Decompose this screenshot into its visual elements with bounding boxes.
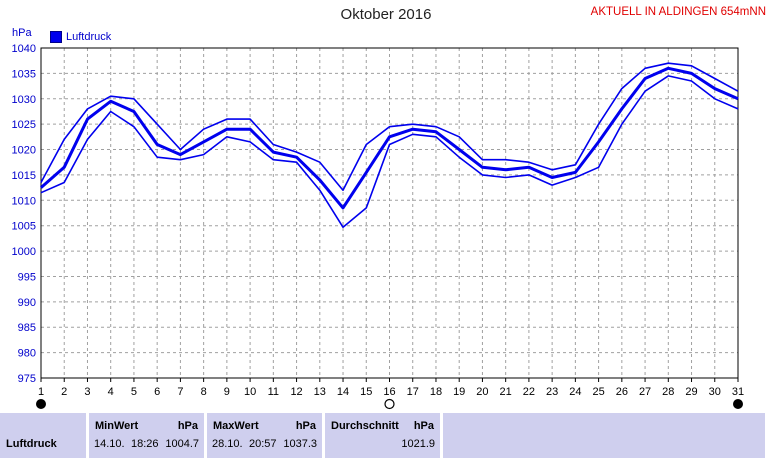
series-line-max bbox=[40, 62, 739, 191]
y-tick-label: 1015 bbox=[12, 170, 36, 182]
x-tick-label: 6 bbox=[154, 386, 160, 398]
legend-swatch bbox=[50, 31, 62, 43]
y-tick-label: 995 bbox=[18, 271, 36, 283]
avg-unit: hPa bbox=[413, 420, 434, 432]
y-tick-label: 1010 bbox=[12, 195, 36, 207]
stats-min-cell: MinWert hPa 14.10. 18:26 1004.7 bbox=[89, 413, 204, 458]
y-tick-label: 1035 bbox=[12, 68, 36, 80]
series-line-mean bbox=[40, 66, 739, 210]
x-tick-label: 24 bbox=[569, 386, 581, 398]
min-header: MinWert bbox=[95, 420, 139, 432]
x-tick-label: 1 bbox=[38, 386, 44, 398]
stats-avg-cell: Durchschnitt hPa 1021.9 bbox=[325, 413, 440, 458]
y-tick-label: 1005 bbox=[12, 221, 36, 233]
y-tick-label: 1025 bbox=[12, 119, 36, 131]
max-time: 20:57 bbox=[249, 438, 277, 450]
min-date: 14.10. bbox=[94, 438, 125, 450]
series-line-min bbox=[40, 75, 739, 228]
plot-frame bbox=[40, 47, 739, 379]
station-label: AKTUELL IN ALDINGEN 654mNN bbox=[590, 6, 766, 18]
period-markers bbox=[36, 398, 743, 410]
x-tick-label: 22 bbox=[523, 386, 535, 398]
x-tick-label: 21 bbox=[500, 386, 512, 398]
y-axis-ticks: 975 980 985 990 995 1000 1005 1010 1015 1020 1025 1… bbox=[12, 43, 36, 385]
x-tick-label: 11 bbox=[268, 386, 279, 398]
stats-panel: Luftdruck MinWert hPa 14.10. 18:26 1004.… bbox=[0, 413, 772, 458]
stats-max-cell: MaxWert hPa 28.10. 20:57 1037.3 bbox=[207, 413, 322, 458]
x-tick-label: 28 bbox=[662, 386, 674, 398]
max-value: 1037.3 bbox=[283, 438, 317, 450]
series bbox=[40, 62, 739, 228]
max-date: 28.10. bbox=[212, 438, 243, 450]
stats-name-cell: Luftdruck bbox=[0, 413, 86, 458]
x-tick-label: 19 bbox=[453, 386, 465, 398]
min-value: 1004.7 bbox=[165, 438, 199, 450]
x-tick-label: 3 bbox=[84, 386, 90, 398]
min-unit: hPa bbox=[177, 420, 198, 432]
x-tick-label: 23 bbox=[546, 386, 558, 398]
x-tick-label: 4 bbox=[108, 386, 114, 398]
y-tick-label: 1030 bbox=[12, 94, 36, 106]
legend: Luftdruck bbox=[50, 31, 111, 43]
x-tick-label: 16 bbox=[383, 386, 395, 398]
full-moon-icon bbox=[384, 398, 395, 410]
min-time: 18:26 bbox=[131, 438, 159, 450]
new-moon-icon bbox=[733, 399, 743, 409]
y-tick-label: 1040 bbox=[12, 43, 36, 55]
chart-title: Oktober 2016 bbox=[340, 6, 432, 23]
x-tick-label: 29 bbox=[685, 386, 697, 398]
legend-label: Luftdruck bbox=[66, 31, 112, 43]
avg-header: Durchschnitt bbox=[331, 420, 399, 432]
y-tick-label: 1020 bbox=[12, 145, 36, 157]
x-tick-label: 17 bbox=[407, 386, 419, 398]
pressure-chart: 9759809859909951000100510101015102010251… bbox=[12, 43, 744, 410]
new-moon-icon bbox=[36, 399, 46, 409]
stats-series-name: Luftdruck bbox=[6, 438, 57, 450]
x-tick-label: 10 bbox=[244, 386, 256, 398]
avg-value: 1021.9 bbox=[401, 438, 435, 450]
axes bbox=[40, 47, 739, 382]
x-tick-label: 25 bbox=[592, 386, 604, 398]
y-tick-label: 1000 bbox=[12, 246, 36, 258]
y-tick-label: 975 bbox=[18, 373, 36, 385]
x-tick-label: 18 bbox=[430, 386, 442, 398]
stats-empty-cell bbox=[443, 413, 765, 458]
x-axis-ticks: 1 2 3 4 5 6 7 8 9 10 11 12 13 14 15 16 17 18 19 20 21 22 23 24 2… bbox=[38, 386, 744, 398]
x-tick-label: 14 bbox=[337, 386, 349, 398]
grid bbox=[41, 48, 738, 378]
max-header: MaxWert bbox=[213, 420, 259, 432]
x-tick-label: 13 bbox=[314, 386, 326, 398]
x-tick-label: 30 bbox=[709, 386, 721, 398]
x-tick-label: 31 bbox=[732, 386, 744, 398]
x-tick-label: 7 bbox=[177, 386, 183, 398]
max-unit: hPa bbox=[295, 420, 316, 432]
x-tick-label: 2 bbox=[61, 386, 67, 398]
x-tick-label: 27 bbox=[639, 386, 651, 398]
x-tick-label: 26 bbox=[616, 386, 628, 398]
x-tick-label: 12 bbox=[290, 386, 302, 398]
x-tick-label: 5 bbox=[131, 386, 137, 398]
y-tick-label: 980 bbox=[18, 348, 36, 360]
x-tick-label: 8 bbox=[201, 386, 207, 398]
y-tick-label: 990 bbox=[18, 297, 36, 309]
x-tick-label: 15 bbox=[360, 386, 372, 398]
y-tick-label: 985 bbox=[18, 322, 36, 334]
x-tick-label: 9 bbox=[224, 386, 230, 398]
y-axis-unit: hPa bbox=[12, 27, 32, 39]
x-tick-label: 20 bbox=[476, 386, 488, 398]
